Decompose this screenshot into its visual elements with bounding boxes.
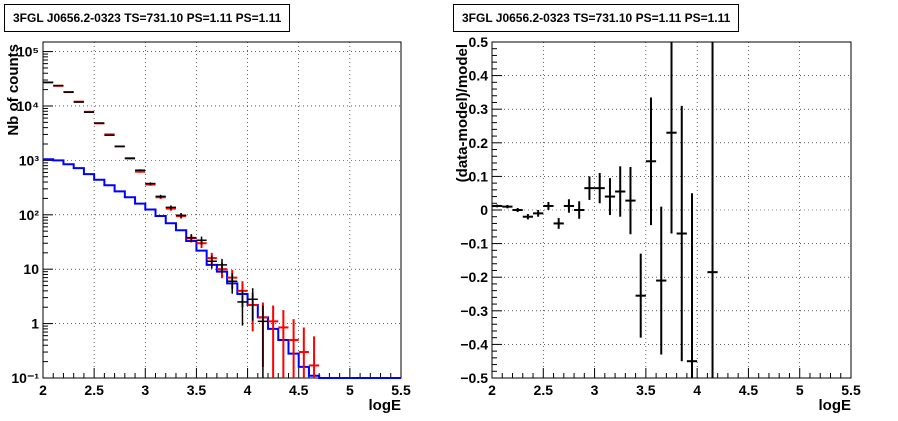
right-x-tick-label: 2	[488, 382, 496, 398]
left-x-tick-label: 5	[346, 382, 354, 398]
left-chart-title: 3FGL J0656.2-0323 TS=731.10 PS=1.11 PS=1…	[4, 4, 291, 32]
left-y-tick-label: 10⁴	[17, 98, 40, 114]
left-y-tick-label: 1	[31, 316, 39, 332]
right-x-tick-label: 5.5	[841, 382, 861, 398]
right-x-tick-label: 4.5	[739, 382, 759, 398]
right-y-tick-label: 0.2	[469, 135, 489, 151]
right-x-axis-title: logE	[819, 397, 852, 414]
left-y-tick-label: 10⁻¹	[11, 370, 39, 386]
left-plot-frame	[42, 41, 402, 379]
right-y-tick-label: −0.3	[460, 303, 488, 319]
left-x-tick-label: 3.5	[187, 382, 207, 398]
left-x-tick-label: 2	[39, 382, 47, 398]
left-x-tick-label: 4.5	[289, 382, 309, 398]
model-step-line	[43, 158, 401, 379]
left-y-tick-label: 10	[23, 261, 39, 277]
right-y-tick-label: 0.1	[469, 168, 489, 184]
right-y-tick-label: 0.3	[469, 101, 489, 117]
right-x-tick-label: 3	[591, 382, 599, 398]
left-x-axis-title: logE	[369, 397, 402, 414]
right-y-axis-title: (data-model)/model	[454, 44, 471, 182]
right-x-tick-label: 2.5	[534, 382, 554, 398]
right-y-tick-label: −0.5	[460, 370, 488, 386]
left-y-tick-label: 10²	[19, 207, 40, 223]
right-y-tick-label: −0.2	[460, 269, 488, 285]
right-y-tick-label: 0.5	[469, 34, 489, 50]
left-x-tick-label: 4	[244, 382, 252, 398]
left-y-tick-label: 10⁵	[17, 44, 39, 60]
right-x-tick-label: 4	[693, 382, 701, 398]
left-y-tick-label: 10³	[19, 152, 40, 168]
left-y-axis-title: Nb of counts	[5, 44, 22, 136]
right-y-tick-label: −0.1	[460, 236, 488, 252]
right-y-tick-label: 0	[480, 202, 488, 218]
right-x-tick-label: 3.5	[636, 382, 656, 398]
left-x-tick-label: 5.5	[391, 382, 411, 398]
right-y-tick-label: 0.4	[469, 68, 489, 84]
right-y-tick-label: −0.4	[460, 336, 488, 352]
left-x-tick-label: 2.5	[84, 382, 104, 398]
left-x-tick-label: 3	[141, 382, 149, 398]
right-x-tick-label: 5	[796, 382, 804, 398]
right-chart-title: 3FGL J0656.2-0323 TS=731.10 PS=1.11 PS=1…	[453, 4, 740, 32]
